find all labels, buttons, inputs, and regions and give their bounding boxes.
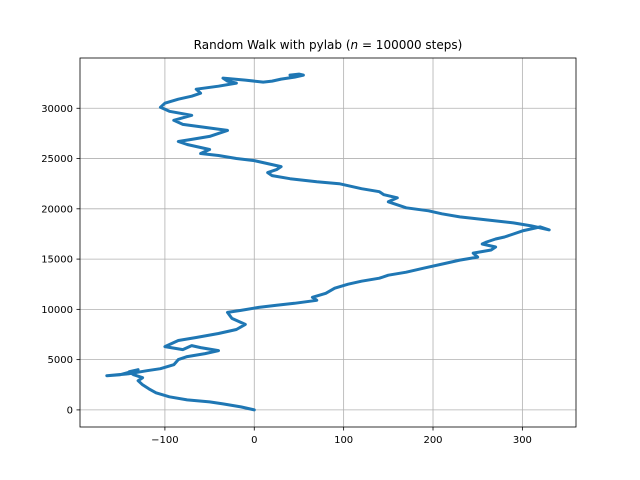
y-tick-label: 5000 [48, 355, 73, 366]
chart-title-variable: n [351, 38, 359, 52]
walk-line [105, 72, 551, 412]
chart-title: Random Walk with pylab (n = 100000 steps… [194, 38, 463, 52]
axes-frame [79, 57, 577, 428]
plot-area [105, 72, 551, 412]
y-tick-label: 20000 [41, 204, 73, 215]
x-tick-label: 200 [423, 435, 442, 446]
x-tick-label: −100 [151, 435, 178, 446]
y-tick-label: 15000 [41, 255, 73, 266]
y-tick-label: 25000 [41, 154, 73, 165]
x-tick-label: 0 [251, 435, 257, 446]
chart-title-prefix: Random Walk with pylab ( [194, 38, 351, 52]
chart-title-suffix: = 100000 steps) [358, 38, 462, 52]
x-tick-label: 300 [513, 435, 532, 446]
y-tick-label: 10000 [41, 305, 73, 316]
y-tick-label: 0 [67, 405, 73, 416]
axes: −100 0 100 200 300 0 5000 10000 15000 20000 25000 3… [41, 57, 577, 446]
x-tick-label: 100 [334, 435, 353, 446]
y-tick-label: 30000 [41, 104, 73, 115]
